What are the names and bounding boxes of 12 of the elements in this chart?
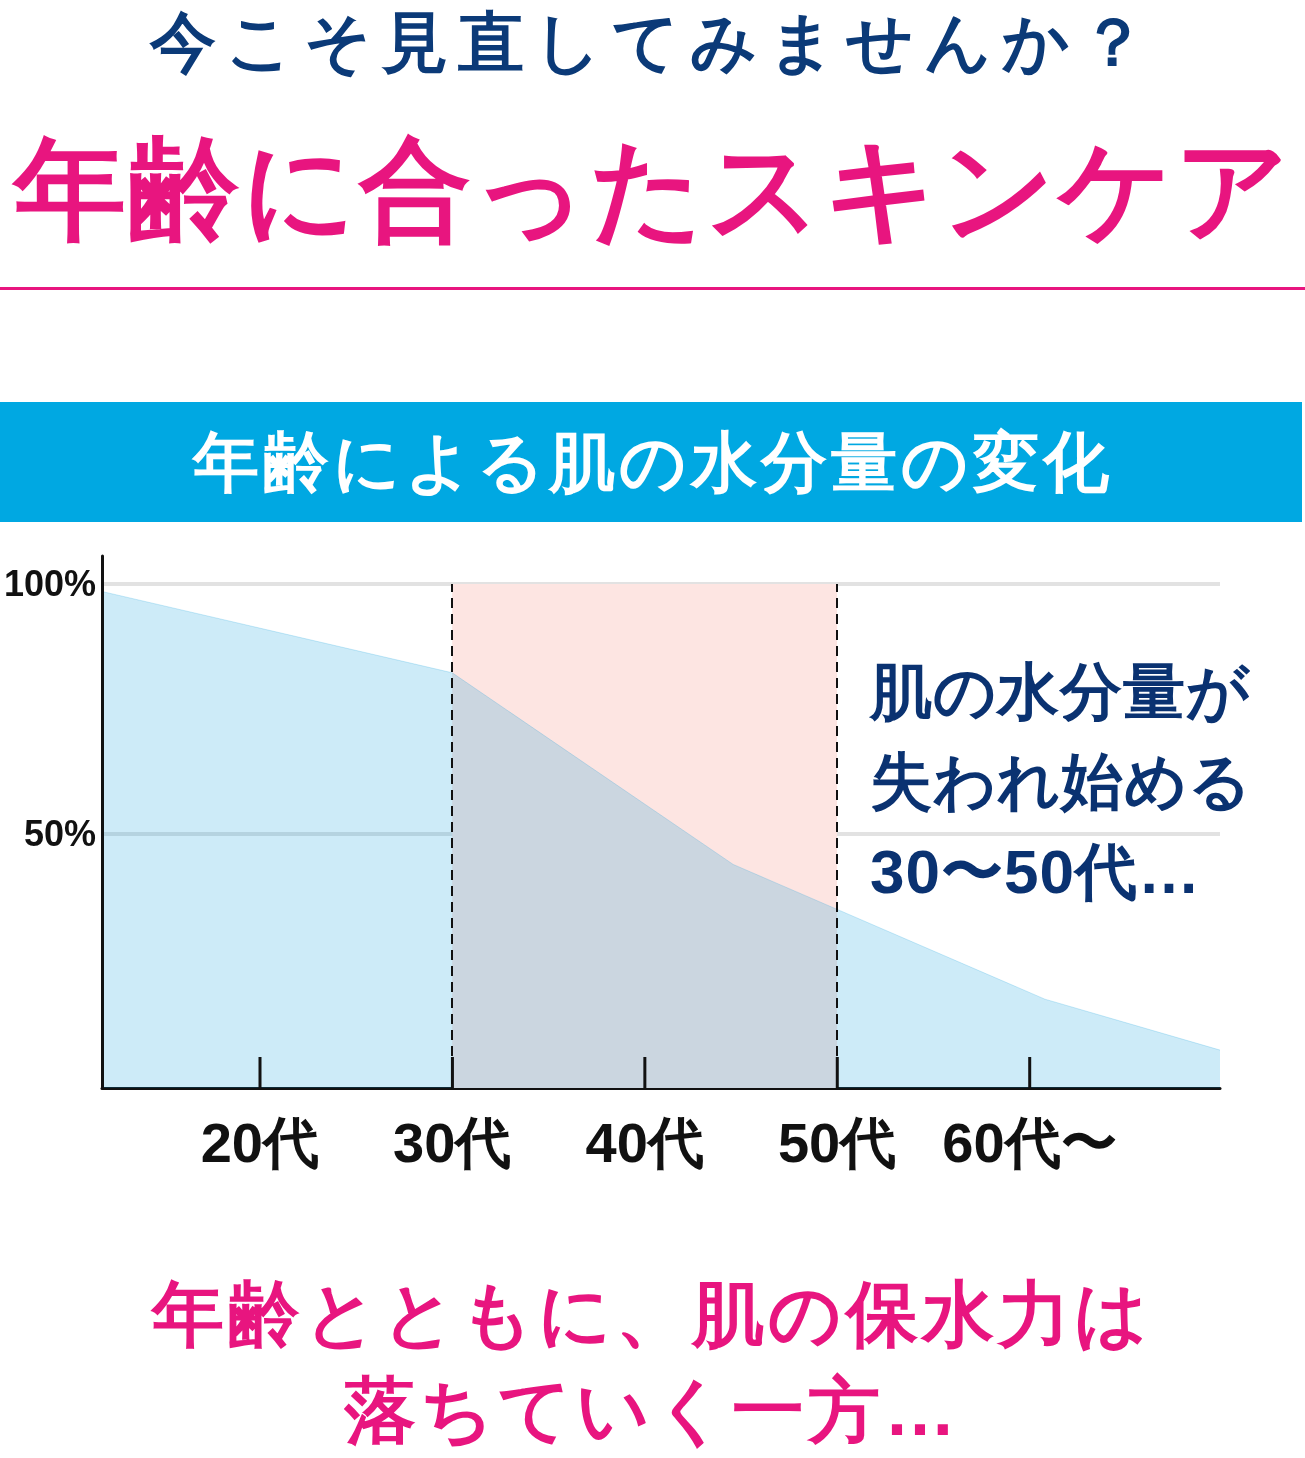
- y-tick-label: 50%: [23, 812, 96, 854]
- text: 年齢に合ったスキンケア: [11, 128, 1293, 252]
- y-tick-label: 100%: [3, 563, 96, 605]
- x-tick-label: 20代: [200, 1110, 319, 1174]
- x-tick-label: 50代: [777, 1110, 897, 1174]
- text: 年齢とともに、肌の保水力は落ちていく一方…: [149, 1273, 1153, 1452]
- x-tick-label: 60代〜: [942, 1110, 1117, 1174]
- text: 今こそ見直してみませんか？: [148, 5, 1157, 81]
- x-tick-label: 40代: [585, 1110, 704, 1174]
- x-tick-label: 30代: [393, 1110, 512, 1174]
- chart-title: 年齢による肌の水分量の変化: [192, 424, 1113, 501]
- annotation: 肌の水分量が失われ始める30〜50代…: [870, 656, 1253, 908]
